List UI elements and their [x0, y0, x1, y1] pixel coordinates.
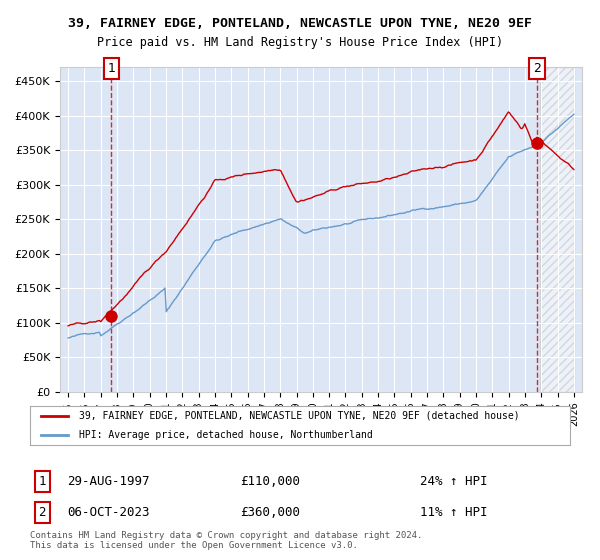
- Text: 11% ↑ HPI: 11% ↑ HPI: [420, 506, 487, 519]
- Text: 2: 2: [533, 62, 541, 75]
- Text: 39, FAIRNEY EDGE, PONTELAND, NEWCASTLE UPON TYNE, NE20 9EF: 39, FAIRNEY EDGE, PONTELAND, NEWCASTLE U…: [68, 17, 532, 30]
- Bar: [539, 67, 582, 392]
- Text: 39, FAIRNEY EDGE, PONTELAND, NEWCASTLE UPON TYNE, NE20 9EF (detached house): 39, FAIRNEY EDGE, PONTELAND, NEWCASTLE U…: [79, 411, 519, 421]
- Text: HPI: Average price, detached house, Northumberland: HPI: Average price, detached house, Nort…: [79, 431, 373, 440]
- Text: 2: 2: [38, 506, 46, 519]
- Text: Contains HM Land Registry data © Crown copyright and database right 2024.: Contains HM Land Registry data © Crown c…: [30, 531, 422, 540]
- Text: 1: 1: [38, 475, 46, 488]
- Text: This data is licensed under the Open Government Licence v3.0.: This data is licensed under the Open Gov…: [30, 542, 358, 550]
- Text: 29-AUG-1997: 29-AUG-1997: [67, 475, 149, 488]
- Text: 1: 1: [107, 62, 115, 75]
- Text: £360,000: £360,000: [240, 506, 300, 519]
- Text: £110,000: £110,000: [240, 475, 300, 488]
- Text: 24% ↑ HPI: 24% ↑ HPI: [420, 475, 487, 488]
- Text: Price paid vs. HM Land Registry's House Price Index (HPI): Price paid vs. HM Land Registry's House …: [97, 36, 503, 49]
- Text: 06-OCT-2023: 06-OCT-2023: [67, 506, 149, 519]
